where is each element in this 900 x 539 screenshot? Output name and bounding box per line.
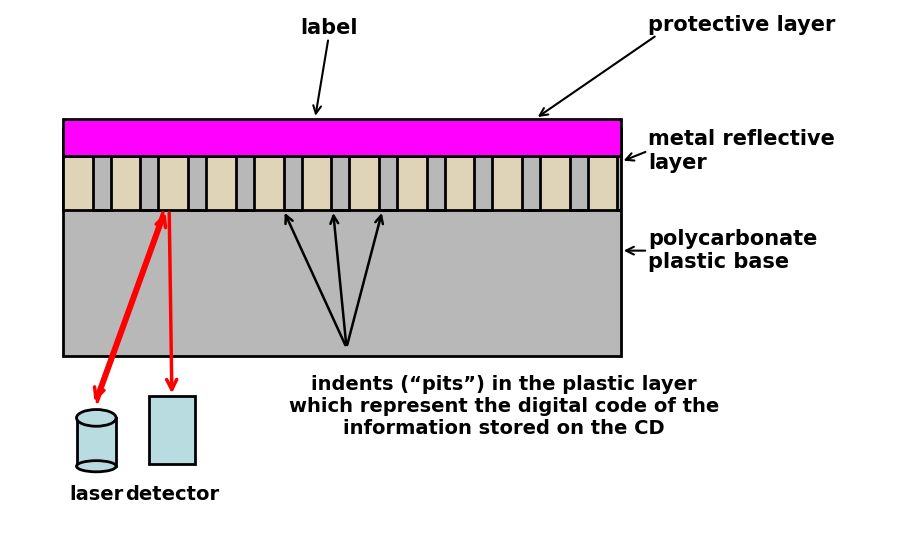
Polygon shape xyxy=(63,156,621,210)
Text: indents (“pits”) in the plastic layer
which represent the digital code of the
in: indents (“pits”) in the plastic layer wh… xyxy=(289,375,719,438)
Bar xyxy=(76,418,116,466)
Bar xyxy=(63,129,621,356)
Ellipse shape xyxy=(76,461,116,472)
Text: protective layer: protective layer xyxy=(648,15,835,35)
Text: detector: detector xyxy=(125,485,219,504)
Text: laser: laser xyxy=(69,485,123,504)
Ellipse shape xyxy=(76,410,116,426)
Text: label: label xyxy=(300,18,357,38)
Bar xyxy=(148,396,195,464)
Text: polycarbonate
plastic base: polycarbonate plastic base xyxy=(648,229,817,272)
Text: metal reflective
layer: metal reflective layer xyxy=(648,129,835,172)
Bar xyxy=(63,119,621,156)
